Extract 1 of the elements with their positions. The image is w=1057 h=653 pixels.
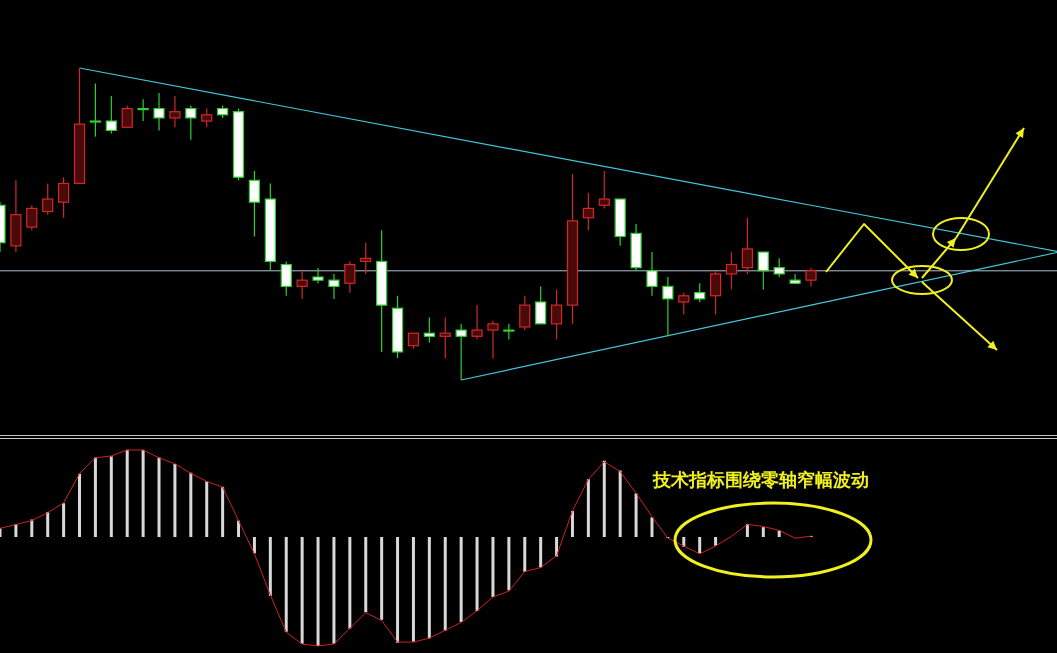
annotation: 技术指标围绕零轴窄幅波动 [652, 469, 869, 490]
